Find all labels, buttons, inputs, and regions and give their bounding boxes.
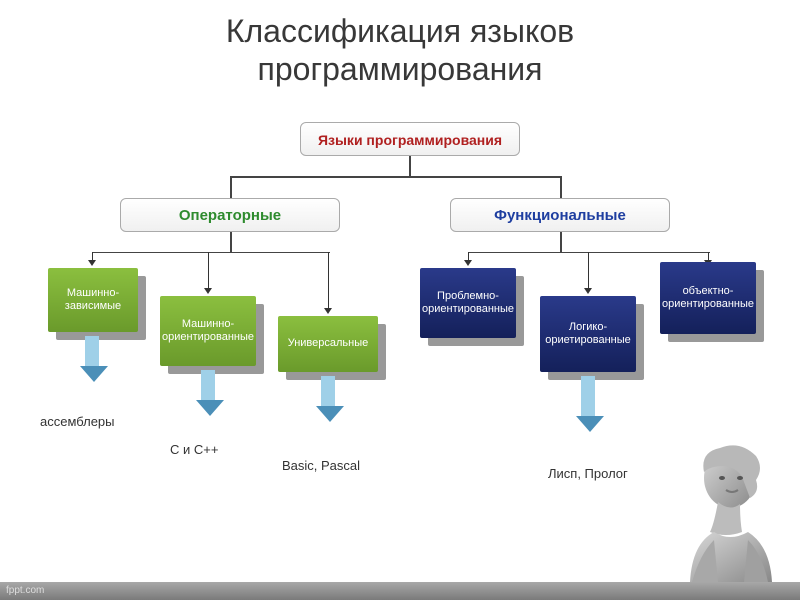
down-arrow-icon: [80, 336, 104, 382]
connector-tick: [208, 252, 209, 288]
connector-arrowhead: [204, 288, 212, 294]
leaf-logic_ori: Логико-ориетированные: [540, 296, 636, 372]
connector-arrowhead: [88, 260, 96, 266]
category-label: Операторные: [179, 207, 281, 224]
down-arrow-icon: [316, 376, 340, 422]
footer-text: fppt.com: [6, 585, 44, 596]
connector-arrowhead: [584, 288, 592, 294]
example-label: Basic, Pascal: [282, 458, 360, 473]
example-label: Лисп, Пролог: [548, 466, 628, 481]
leaf-machine_ori: Машинно-ориентированные: [160, 296, 256, 366]
category-functional: Функциональные: [450, 198, 670, 232]
slide-title: Классификация языков программирования: [0, 0, 800, 89]
connector: [230, 232, 232, 252]
connector: [230, 176, 232, 198]
connector: [468, 252, 710, 253]
connector-tick: [328, 252, 329, 308]
connector: [409, 156, 411, 176]
category-operator: Операторные: [120, 198, 340, 232]
philosopher-bust-image: [670, 432, 790, 582]
connector: [560, 176, 562, 198]
example-label: С и С++: [170, 442, 218, 457]
title-line-2: программирования: [258, 51, 543, 87]
leaf-problem_ori: Проблемно-ориентированные: [420, 268, 516, 338]
connector-arrowhead: [324, 308, 332, 314]
connector: [230, 176, 560, 178]
root-node: Языки программирования: [300, 122, 520, 156]
category-label: Функциональные: [494, 207, 626, 224]
connector: [560, 232, 562, 252]
root-label: Языки программирования: [318, 132, 502, 148]
connector-tick: [468, 252, 469, 260]
leaf-universal: Универсальные: [278, 316, 378, 372]
connector-tick: [92, 252, 93, 260]
connector-tick: [708, 252, 709, 260]
example-label: ассемблеры: [40, 414, 115, 429]
footer-watermark: fppt.com: [0, 582, 800, 600]
title-line-1: Классификация языков: [226, 13, 574, 49]
connector: [92, 252, 330, 253]
down-arrow-icon: [576, 376, 600, 432]
down-arrow-icon: [196, 370, 220, 416]
leaf-machine_dep: Машинно-зависимые: [48, 268, 138, 332]
leaf-object_ori: объектно-ориентированные: [660, 262, 756, 334]
connector-tick: [588, 252, 589, 288]
connector-arrowhead: [464, 260, 472, 266]
